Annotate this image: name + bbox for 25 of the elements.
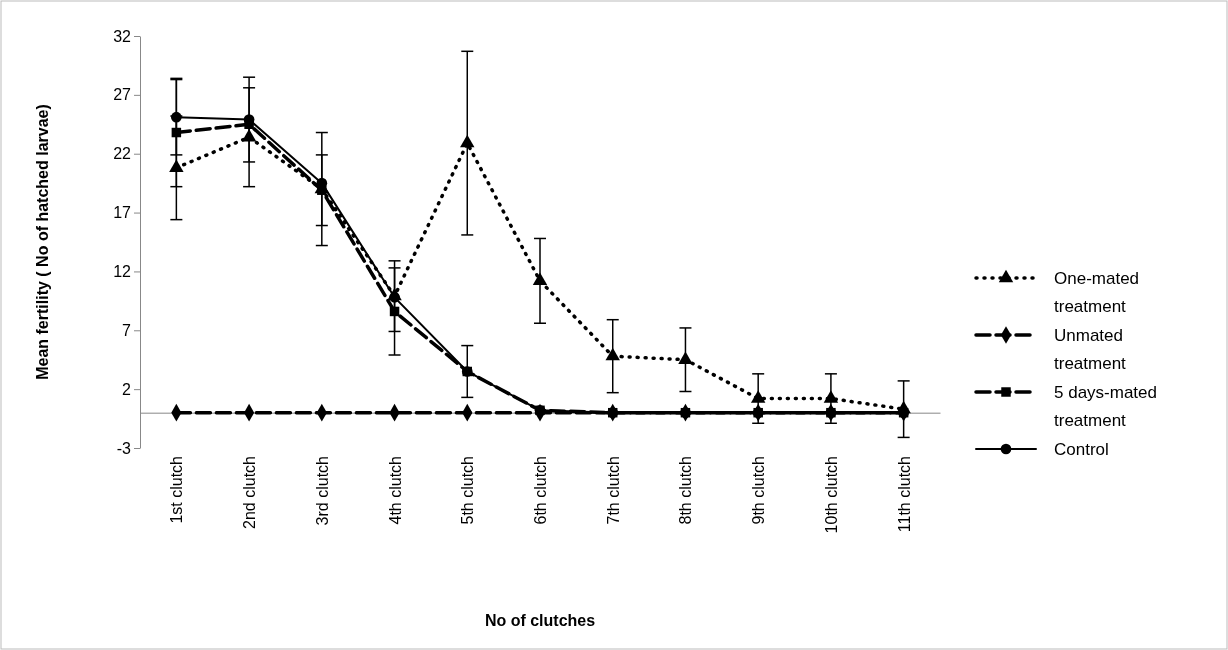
- x-tick-label: 7th clutch: [604, 456, 622, 525]
- y-tick-label: 7: [122, 321, 132, 339]
- legend-label: Control: [1054, 440, 1109, 459]
- x-tick-label: 5th clutch: [459, 456, 477, 525]
- legend-label: Unmated treatment: [1054, 326, 1127, 373]
- y-tick-label: 2: [122, 380, 132, 398]
- x-tick-label: 1st clutch: [168, 456, 186, 524]
- y-tick-label: 27: [113, 86, 132, 104]
- y-tick-label: -3: [116, 439, 132, 457]
- legend-label: 5 days-mated treatment: [1054, 383, 1157, 430]
- x-tick-label: 10th clutch: [822, 456, 840, 534]
- x-axis-title: No of clutches: [484, 612, 596, 629]
- legend-label: One-mated treatment: [1054, 269, 1140, 316]
- y-axis-title: Mean fertility ( No of hatched larvae): [34, 104, 51, 380]
- x-tick-label: 9th clutch: [750, 456, 768, 525]
- y-tick-label: 32: [113, 27, 132, 45]
- x-tick-label: 6th clutch: [532, 456, 549, 525]
- x-tick-label: 2nd clutch: [241, 456, 259, 529]
- y-tick-label: 12: [113, 263, 132, 281]
- x-tick-label: 3rd clutch: [313, 456, 331, 526]
- y-tick-label: 22: [113, 145, 132, 163]
- x-tick-label: 8th clutch: [677, 456, 695, 525]
- x-tick-label: 4th clutch: [386, 456, 404, 525]
- x-tick-label: 11th clutch: [895, 456, 913, 533]
- y-tick-label: 17: [113, 204, 132, 222]
